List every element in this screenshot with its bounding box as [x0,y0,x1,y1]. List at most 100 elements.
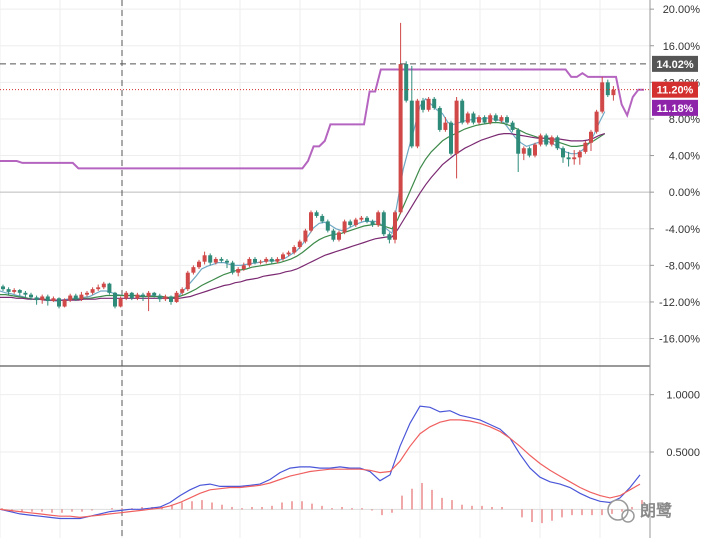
candle-body [29,294,33,298]
candle-body [561,148,565,158]
price-tick-label: 16.00% [663,41,701,53]
candle-body [275,258,280,262]
candle-body [163,296,168,300]
candle-body [124,292,129,299]
price-tick-label: 8.00% [669,114,700,126]
main-grid [0,0,650,366]
candle-body [353,219,358,226]
candle-body [611,89,616,96]
candle-body [544,135,549,145]
candle-body [269,258,274,262]
candle-body [90,289,95,293]
candle-body [146,292,151,297]
signal-line [0,419,641,519]
candle-body [241,265,246,270]
candle-body [320,215,325,222]
price-tick-label: 0.00% [669,187,700,199]
candle-body [589,131,593,143]
candle-body [505,117,509,123]
candle-body [398,64,403,213]
candle-body [527,148,532,156]
price-tick-label: 4.00% [669,151,700,163]
candle-body [426,98,431,110]
price-tick-label: -12.00% [659,297,700,309]
candle-body [191,267,196,273]
candle-body [253,258,257,263]
candle-body [449,122,453,154]
price-tick-label: -8.00% [665,260,700,272]
price-tag-box [652,81,698,98]
candle-body [605,82,610,96]
candle-body [85,292,89,295]
candle-body [45,296,50,302]
macd-tick-label: 1.0000 [666,390,700,402]
candle-body [393,212,397,240]
candle-body [303,230,308,242]
candle-body [331,230,336,240]
candle-body [477,117,481,123]
candle-body [359,217,364,220]
candle-body [73,295,78,300]
candle-body [566,157,571,160]
candle-body [594,111,599,132]
candle-body [208,255,213,263]
candle-body [342,221,347,233]
price-tag-box [652,99,698,116]
candle-body [62,300,67,307]
macd-axis-ticks: 1.0000 0.5000 [650,390,700,459]
moving-average-line [0,97,606,302]
candle-body [309,212,313,231]
candle-body [482,117,487,123]
candle-body [174,292,179,302]
candle-body [17,290,22,293]
candle-body [180,289,185,293]
candle-body [381,212,386,235]
macd-line [0,405,641,520]
candle-body [465,113,470,123]
candle-body [376,212,381,226]
candle-body [555,137,560,149]
candle-body [236,269,241,273]
candle-body [516,129,521,154]
candle-body [538,135,543,145]
candle-body [365,217,369,222]
watermark: 朗鹭 [607,499,673,523]
candle-body [101,283,106,288]
price-tick-label: 20.00% [663,4,701,16]
candle-body [409,100,414,147]
moving-average-line [0,133,605,301]
candle-body [325,221,330,231]
price-tag-label: 11.18% [657,103,694,115]
candle-body [113,292,117,307]
candle-body [499,117,504,121]
high-band-line [0,68,644,170]
candle-body [510,122,515,130]
candle-body [202,255,207,262]
candle-body [225,260,229,263]
candle-body [297,241,302,248]
moving-average-line [0,121,606,301]
macd-tick-label: 0.5000 [666,447,700,459]
candle-body [6,289,11,292]
candle-body [247,258,252,266]
candle-body [107,283,112,293]
price-tick-label: -4.00% [665,224,700,236]
moving-average-lines [0,68,644,302]
price-tag-box [652,55,698,72]
candle-body [521,148,526,154]
candle-body [460,100,465,123]
candle-body [600,82,605,112]
watermark-text: 朗鹭 [640,501,673,520]
candle-body [79,294,84,300]
candle-body [40,296,45,301]
candle-body [549,137,554,145]
candle-body [286,252,291,255]
candle-body [471,113,476,123]
candle-body [34,297,39,301]
candle-body [264,258,269,262]
candle-body [572,157,577,160]
candle-body [118,298,123,307]
candle-body [281,254,285,259]
candle-body [135,294,140,299]
